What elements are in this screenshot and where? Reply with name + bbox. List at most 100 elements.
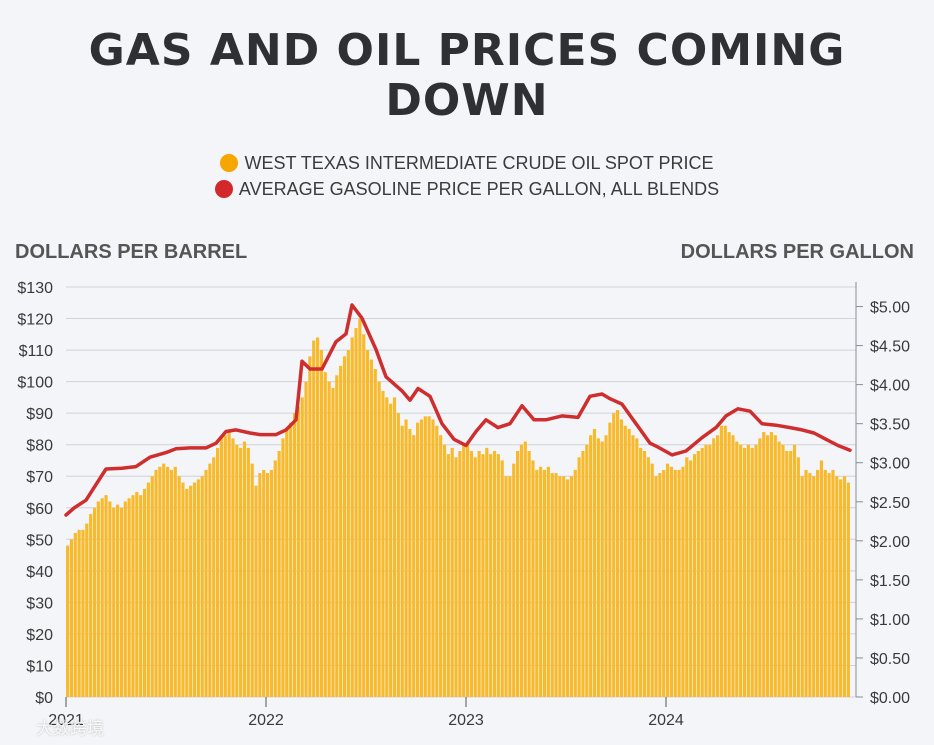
oil-bar (685, 457, 689, 697)
oil-bar (142, 488, 147, 697)
oil-bar (639, 447, 643, 697)
oil-bar (269, 469, 273, 697)
oil-bar (762, 432, 766, 697)
oil-bar (289, 422, 293, 697)
oil-bar (612, 413, 616, 697)
oil-bar (204, 469, 208, 697)
oil-bar (577, 457, 581, 697)
oil-bar (631, 435, 635, 697)
oil-bar (654, 476, 658, 697)
oil-bar (489, 454, 493, 697)
oil-bar (592, 428, 597, 697)
oil-bar (808, 473, 812, 697)
oil-bar (558, 476, 562, 697)
oil-bar (373, 369, 377, 697)
oil-bar (362, 334, 366, 697)
oil-bar (419, 419, 423, 697)
oil-bar (235, 444, 239, 697)
oil-bar (527, 451, 531, 697)
oil-bar (73, 533, 77, 697)
oil-bar (346, 350, 350, 697)
oil-bar (250, 463, 254, 697)
oil-bar (442, 444, 447, 697)
oil-bar (692, 454, 697, 697)
oil-bar (689, 460, 693, 697)
oil-bar (135, 492, 139, 697)
oil-bar (827, 473, 831, 697)
oil-bar (254, 485, 258, 697)
oil-bar (146, 482, 150, 697)
legend: WEST TEXAS INTERMEDIATE CRUDE OIL SPOT P… (0, 150, 934, 202)
oil-bar (96, 501, 100, 697)
oil-bar (335, 375, 339, 697)
oil-bar (531, 460, 535, 697)
oil-bar (196, 479, 200, 697)
oil-bar (500, 460, 504, 697)
oil-bar (739, 444, 743, 697)
oil-bar (616, 410, 620, 697)
oil-bar (339, 365, 343, 697)
oil-bar (296, 406, 300, 697)
left-tick-label: $110 (19, 343, 54, 360)
oil-bar (316, 337, 320, 697)
oil-bar (742, 447, 747, 697)
oil-bar (727, 432, 731, 697)
oil-bar (662, 469, 666, 697)
right-tick-label: $4.00 (870, 378, 910, 395)
oil-bar (385, 397, 389, 697)
oil-bar (666, 463, 670, 697)
oil-bar (123, 501, 127, 697)
oil-bar (846, 482, 850, 697)
oil-bar (723, 425, 727, 697)
oil-bar (469, 451, 473, 697)
oil-bar (69, 539, 73, 697)
oil-bar (508, 476, 512, 697)
oil-bar (431, 419, 435, 697)
oil-bar (354, 328, 358, 697)
right-tick-label: $1.50 (870, 573, 910, 590)
oil-bar (677, 469, 681, 697)
oil-bar (381, 391, 385, 697)
legend-item-gas: AVERAGE GASOLINE PRICE PER GALLON, ALL B… (0, 176, 934, 202)
oil-bar (242, 441, 247, 697)
oil-bar (177, 476, 181, 697)
oil-bar (131, 495, 135, 697)
oil-bar (546, 466, 550, 697)
oil-bar (542, 469, 547, 697)
oil-bar (781, 444, 785, 697)
oil-bar (535, 469, 539, 697)
oil-bar (273, 460, 277, 697)
left-tick-label: $130 (17, 280, 53, 297)
oil-bar (327, 381, 331, 697)
oil-bar (400, 425, 404, 697)
oil-bar (658, 473, 662, 697)
left-tick-label: $0 (35, 690, 53, 707)
oil-bar (581, 451, 585, 697)
x-tick-label: 2023 (448, 712, 484, 729)
legend-item-oil: WEST TEXAS INTERMEDIATE CRUDE OIL SPOT P… (0, 150, 934, 176)
oil-bar (92, 507, 97, 697)
oil-bar (366, 350, 370, 697)
oil-bar (681, 466, 685, 697)
oil-bar (416, 422, 420, 697)
oil-bar (323, 372, 327, 697)
oil-bar (239, 447, 243, 697)
oil-bar (735, 441, 739, 697)
legend-label-oil: WEST TEXAS INTERMEDIATE CRUDE OIL SPOT P… (244, 152, 714, 173)
left-tick-label: $50 (26, 532, 53, 549)
oil-bar (439, 435, 443, 697)
oil-bar (266, 473, 270, 697)
oil-bar (404, 419, 408, 697)
chart-title: GAS AND OIL PRICES COMING DOWN (88, 25, 846, 126)
oil-bar (116, 504, 120, 697)
oil-bar (585, 444, 589, 697)
oil-bar (258, 473, 262, 697)
oil-bar (173, 466, 177, 697)
oil-bar (485, 447, 489, 697)
oil-bar (458, 451, 462, 697)
legend-swatch-gas (214, 180, 233, 198)
left-tick-label: $30 (26, 595, 53, 612)
oil-bar (100, 498, 104, 697)
left-tick-label: $120 (17, 312, 53, 329)
x-tick-label: 2024 (648, 712, 684, 729)
